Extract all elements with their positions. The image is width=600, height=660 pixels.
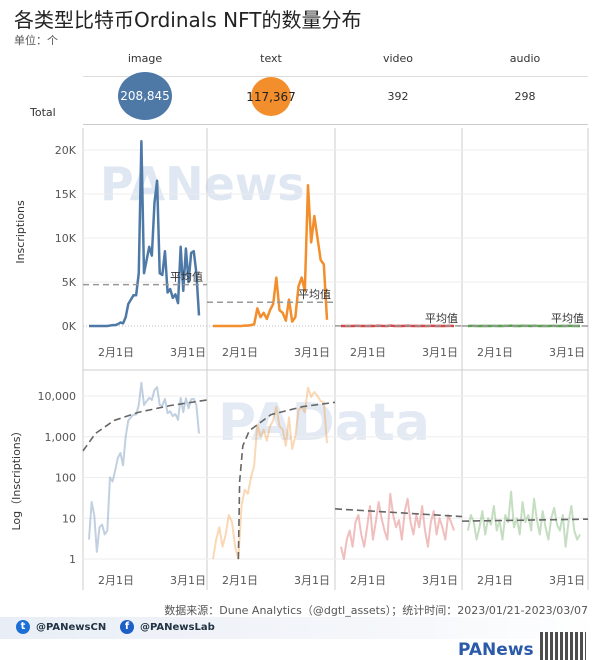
x-tick-label: 3月1日: [170, 574, 206, 587]
total-bubble-image: 208,845: [118, 72, 172, 120]
log-series-line-audio: [467, 490, 581, 548]
y-tick-label: 10,000: [38, 390, 77, 403]
average-label: 平均值: [551, 312, 584, 325]
total-bubble-text: 117,367: [246, 77, 296, 116]
total-divider: [83, 124, 588, 125]
y-tick-label: 20K: [55, 144, 77, 157]
facebook-handle: @PANewsLab: [140, 621, 215, 633]
trend-line-text: [237, 401, 336, 560]
total-row-label: Total: [30, 106, 56, 119]
log-series-line-text: [212, 386, 328, 560]
social-bar: [0, 617, 600, 639]
x-tick-label: 2月1日: [477, 574, 513, 587]
y-tick-label: 5K: [62, 276, 77, 289]
y-tick-label: 10K: [55, 232, 77, 245]
x-tick-label: 3月1日: [549, 346, 585, 359]
x-tick-label: 2月1日: [98, 574, 134, 587]
x-tick-label: 2月1日: [98, 346, 134, 359]
charts-area: PANews PAData Inscriptions Log（Inscripti…: [10, 128, 589, 590]
column-header-image: image: [127, 52, 163, 65]
log-series-line-video: [340, 492, 455, 560]
x-tick-label: 2月1日: [477, 346, 513, 359]
brand-logo: PANews: [458, 640, 534, 660]
average-label: 平均值: [298, 288, 331, 301]
data-source-note: 数据来源：Dune Analytics（@dgtl_assets）；统计时间：2…: [164, 604, 588, 617]
y-tick-label: 0K: [62, 320, 77, 333]
twitter-handle: @PANewsCN: [36, 621, 107, 633]
y-axis-title-log: Log（Inscriptions）: [10, 425, 23, 530]
x-tick-label: 3月1日: [170, 346, 206, 359]
average-label: 平均值: [170, 271, 203, 284]
x-tick-label: 3月1日: [294, 346, 330, 359]
x-tick-label: 3月1日: [294, 574, 330, 587]
qr-code-icon: [540, 632, 586, 660]
total-value-video: 392: [387, 90, 409, 103]
facebook-link[interactable]: f @PANewsLab: [120, 620, 215, 634]
twitter-icon: t: [16, 620, 30, 634]
log-series-line-image: [88, 381, 200, 553]
y-tick-label: 10: [62, 512, 76, 525]
y-tick-label: 100: [55, 472, 76, 485]
column-header-audio: audio: [509, 52, 541, 65]
x-tick-label: 2月1日: [350, 346, 386, 359]
x-tick-label: 3月1日: [422, 574, 458, 587]
x-tick-label: 3月1日: [422, 346, 458, 359]
x-tick-label: 2月1日: [222, 574, 258, 587]
trend-line-image: [82, 399, 208, 452]
trend-line-video: [334, 508, 463, 518]
watermark-panews: PANews: [100, 157, 305, 211]
twitter-link[interactable]: t @PANewsCN: [16, 620, 106, 634]
y-tick-label: 1: [69, 553, 76, 566]
trend-line-audio: [461, 518, 589, 522]
page-title: 各类型比特币Ordinals NFT的数量分布: [14, 8, 362, 32]
series-line-text: [213, 183, 329, 328]
x-tick-label: 2月1日: [222, 346, 258, 359]
total-value-audio: 298: [514, 90, 536, 103]
y-axis-title-linear: Inscriptions: [14, 200, 27, 264]
column-header-video: video: [382, 52, 414, 65]
average-label: 平均值: [425, 312, 458, 325]
facebook-icon: f: [120, 620, 134, 634]
header-divider: [83, 76, 588, 77]
y-tick-label: 1,000: [45, 431, 77, 444]
y-tick-label: 15K: [55, 188, 77, 201]
total-value-text: 117,367: [246, 89, 296, 104]
total-value-image: 208,845: [120, 89, 170, 103]
column-header-text: text: [260, 52, 282, 65]
series-line-image: [89, 139, 201, 328]
x-tick-label: 3月1日: [549, 574, 585, 587]
x-tick-label: 2月1日: [350, 574, 386, 587]
unit-label: 单位：个: [14, 34, 58, 47]
